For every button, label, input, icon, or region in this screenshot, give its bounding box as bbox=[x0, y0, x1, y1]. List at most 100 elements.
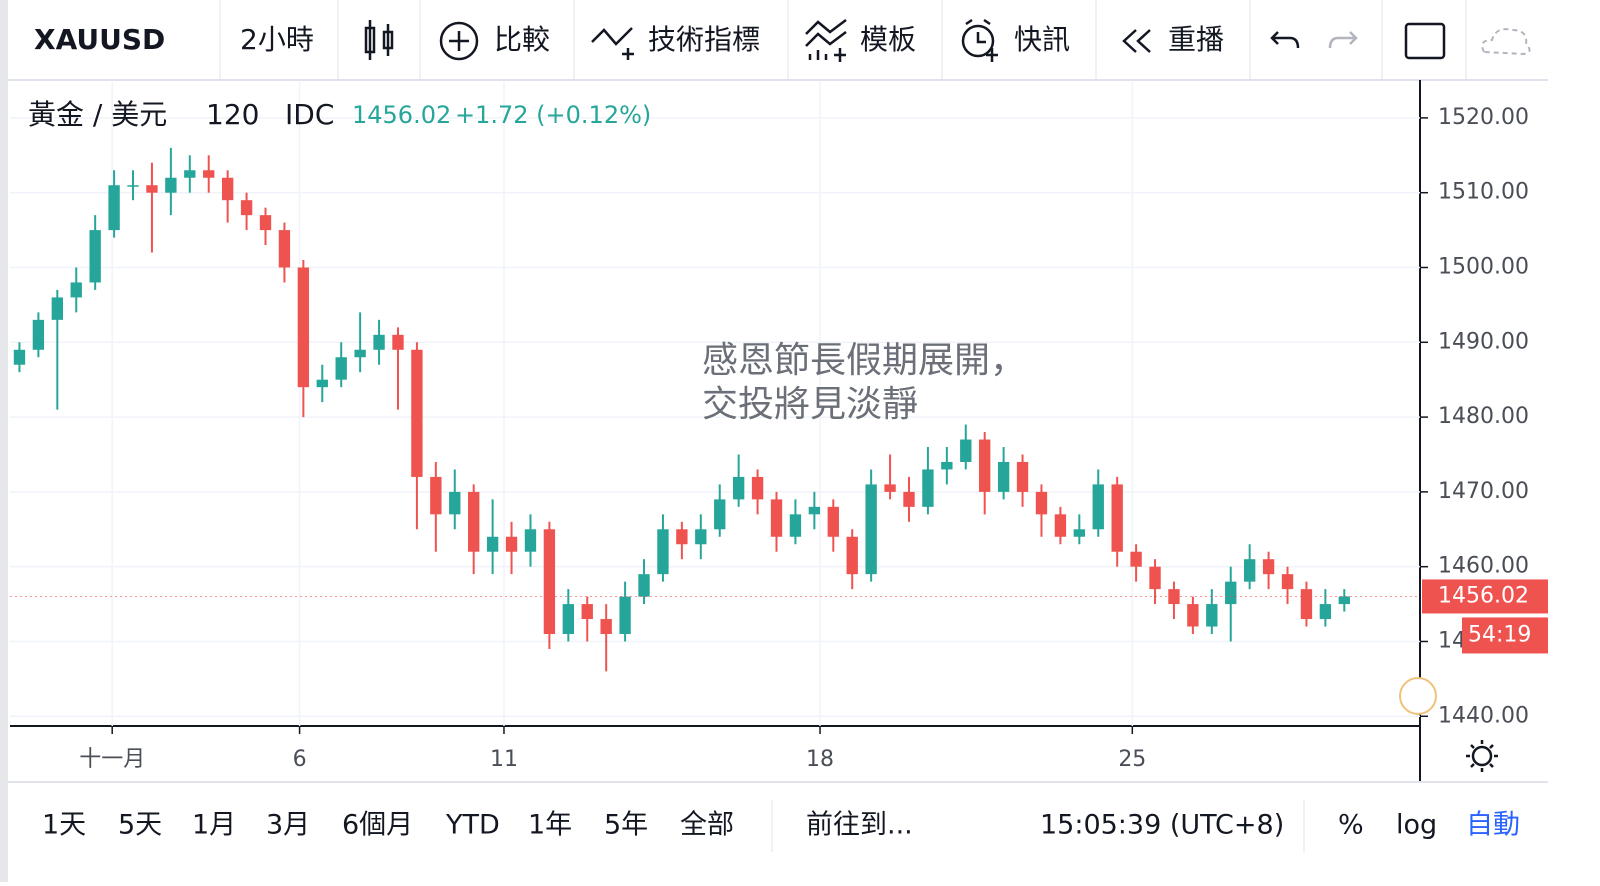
candle-body bbox=[203, 170, 215, 178]
range-button[interactable]: 6個月 bbox=[342, 810, 413, 841]
candle-body bbox=[732, 476, 745, 500]
y-tick-label: 1510.00 bbox=[1438, 180, 1529, 205]
bottom-bar: 前往到... 15:05:39 (UTC+8) % log 自動 1天 5天 1月 3… bbox=[42, 800, 1520, 852]
templates-icon[interactable] bbox=[805, 19, 847, 62]
candle-body bbox=[524, 529, 537, 552]
candle-body bbox=[127, 185, 139, 187]
last-price-label: 1456.02 bbox=[1438, 583, 1529, 608]
candle-body bbox=[638, 574, 650, 597]
candle-body bbox=[1206, 604, 1218, 627]
percent-toggle[interactable]: % bbox=[1338, 810, 1364, 841]
candle-body bbox=[1035, 491, 1048, 515]
candle-body bbox=[89, 230, 101, 283]
plot bbox=[10, 82, 1420, 726]
last-price-box bbox=[1422, 579, 1548, 614]
candle-body bbox=[1016, 461, 1029, 492]
candle-body bbox=[1054, 514, 1067, 537]
y-tick-label: 1480.00 bbox=[1438, 404, 1529, 429]
candle-body bbox=[13, 349, 26, 365]
range-button[interactable]: YTD bbox=[445, 810, 500, 841]
alerts-icon[interactable] bbox=[961, 18, 998, 62]
candle-body bbox=[411, 349, 423, 477]
goto-date[interactable]: 前往到... bbox=[806, 810, 913, 841]
chart-type-icon[interactable] bbox=[364, 20, 394, 60]
auto-toggle[interactable]: 自動 bbox=[1466, 810, 1520, 841]
candle-body bbox=[979, 439, 991, 492]
candle-body bbox=[259, 215, 272, 231]
log-toggle[interactable]: log bbox=[1396, 810, 1437, 841]
countdown-box bbox=[1462, 617, 1548, 654]
candle-body bbox=[770, 499, 783, 537]
range-button[interactable]: 5天 bbox=[118, 810, 162, 841]
candle-body bbox=[657, 529, 669, 575]
candle-body bbox=[846, 536, 858, 575]
undo[interactable] bbox=[1270, 31, 1300, 49]
candle-body bbox=[1300, 589, 1313, 620]
candle-body bbox=[695, 529, 707, 545]
x-tick-label: 6 bbox=[293, 747, 307, 772]
candle-body bbox=[827, 506, 839, 537]
candle-body bbox=[1243, 559, 1256, 582]
candle-body bbox=[1149, 566, 1161, 590]
replay[interactable]: 重播 bbox=[1168, 23, 1224, 56]
candle-body bbox=[789, 514, 802, 537]
candle-body bbox=[297, 267, 310, 388]
events-icon[interactable] bbox=[1399, 677, 1437, 715]
candle-body bbox=[922, 469, 934, 507]
candle-body bbox=[960, 439, 972, 462]
compare-icon[interactable] bbox=[439, 21, 479, 61]
candle-body bbox=[184, 170, 196, 178]
range-button[interactable]: 1天 bbox=[42, 810, 86, 841]
range-button[interactable]: 1月 bbox=[192, 810, 236, 841]
candle-body bbox=[449, 491, 461, 515]
x-tick-label: 十一月 bbox=[79, 747, 145, 772]
candle-body bbox=[884, 484, 896, 492]
candle-body bbox=[316, 379, 328, 388]
replay-icon[interactable] bbox=[1122, 29, 1151, 53]
y-tick-label: 1520.00 bbox=[1438, 105, 1529, 130]
annotation-line: 感恩節長假期展開， bbox=[702, 340, 1026, 381]
candle-body bbox=[600, 619, 612, 634]
candle-body bbox=[32, 319, 45, 350]
candle-body bbox=[51, 297, 63, 320]
settings-icon[interactable] bbox=[1466, 740, 1498, 772]
y-tick-label: 1440.00 bbox=[1438, 703, 1529, 728]
indicators[interactable]: 技術指標 bbox=[648, 23, 760, 56]
symbol[interactable]: XAUUSD bbox=[34, 23, 165, 56]
candle-body bbox=[373, 334, 385, 350]
alerts[interactable]: 快訊 bbox=[1014, 23, 1070, 56]
y-tick-label: 1490.00 bbox=[1438, 329, 1529, 354]
range-button[interactable]: 全部 bbox=[680, 810, 734, 841]
compare[interactable]: 比較 bbox=[494, 23, 550, 56]
range-button[interactable]: 3月 bbox=[266, 810, 310, 841]
x-tick-label: 18 bbox=[806, 747, 834, 772]
candle-body bbox=[1281, 574, 1294, 590]
candle-body bbox=[941, 461, 953, 470]
candle-body bbox=[676, 529, 688, 545]
cloud-save[interactable] bbox=[1481, 28, 1531, 56]
candle-body bbox=[354, 349, 366, 358]
legend-change: +1.72 (+0.12%) bbox=[455, 101, 651, 129]
candle-body bbox=[1338, 596, 1350, 605]
indicators-icon[interactable] bbox=[591, 27, 634, 60]
y-tick-label: 1470.00 bbox=[1438, 479, 1529, 504]
y-tick-label: 1500.00 bbox=[1438, 254, 1529, 279]
candle-body bbox=[1092, 484, 1104, 530]
interval[interactable]: 2小時 bbox=[240, 23, 314, 56]
templates[interactable]: 模板 bbox=[860, 23, 916, 56]
redo[interactable] bbox=[1328, 31, 1358, 49]
toolbar: XAUUSD 2小時 比較 技術指標 模板 快訊 重播 bbox=[8, 0, 1548, 81]
legend-source: IDC bbox=[285, 98, 334, 131]
range-button[interactable]: 5年 bbox=[604, 810, 648, 841]
candle-body bbox=[619, 596, 631, 634]
candle-body bbox=[392, 334, 404, 350]
left-edge bbox=[0, 0, 8, 882]
fullscreen[interactable] bbox=[1404, 22, 1446, 60]
range-button[interactable]: 1年 bbox=[528, 810, 572, 841]
candle-body bbox=[808, 506, 821, 515]
candle-body bbox=[997, 461, 1010, 492]
candle-body bbox=[486, 536, 499, 552]
